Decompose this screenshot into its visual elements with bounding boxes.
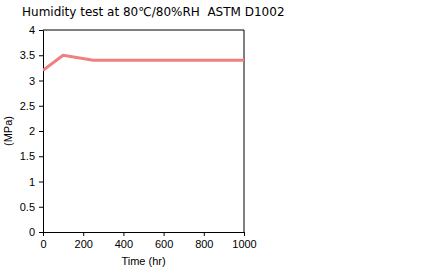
- tick-mark: [39, 81, 43, 82]
- tick-mark: [39, 106, 43, 107]
- tick-label: 0: [29, 226, 35, 238]
- tick-label: 0.5: [20, 201, 35, 213]
- tick-mark: [39, 131, 43, 132]
- tick-label: 600: [155, 238, 173, 250]
- line: [43, 55, 244, 70]
- tick: 4: [29, 24, 43, 36]
- tick: 0.5: [20, 201, 43, 213]
- tick: 400: [115, 232, 133, 250]
- frame: [43, 30, 244, 31]
- tick-label: 3.5: [20, 49, 35, 61]
- title: Humidity test at 80℃/80%RH ASTM D1002: [22, 5, 285, 19]
- y-axis: 0 0.5 1 1.5 2 2.5 3 3.5 4: [20, 24, 44, 238]
- tick-mark: [123, 232, 124, 236]
- tick: 3.5: [20, 49, 43, 61]
- tick: 1.5: [20, 150, 43, 162]
- tick-mark: [39, 232, 43, 233]
- tick: 0: [40, 232, 46, 250]
- marks: [43, 55, 244, 70]
- tick-label: 2: [29, 125, 35, 137]
- tick-label: 1000: [232, 238, 256, 250]
- tick: 1: [29, 176, 43, 188]
- tick-mark: [204, 232, 205, 236]
- tick-label: 400: [115, 238, 133, 250]
- tick-label: 3: [29, 75, 35, 87]
- tick-mark: [83, 232, 84, 236]
- tick-mark: [164, 232, 165, 236]
- axis-line: [39, 31, 44, 233]
- tick: 600: [155, 232, 173, 250]
- tick-label: 4: [29, 24, 35, 36]
- tick: 2.5: [20, 100, 43, 112]
- tick-label: 800: [195, 238, 213, 250]
- chart: 0 200 400 600 800 1000 0 0.5 1 1.5 2 2.5 3 3.5 4 Humidi…: [0, 0, 430, 274]
- tick-label: 1: [29, 176, 35, 188]
- tick-mark: [39, 156, 43, 157]
- tick-label: 200: [75, 238, 93, 250]
- tick-label: 0: [40, 238, 46, 250]
- tick-label: 2.5: [20, 100, 35, 112]
- tick: 800: [195, 232, 213, 250]
- plot: 0 200 400 600 800 1000 0 0.5 1 1.5 2 2.5 3 3.5 4: [20, 24, 257, 250]
- tick-mark: [244, 232, 245, 236]
- x-axis: 0 200 400 600 800 1000: [40, 232, 256, 250]
- x-axis-title: Time (hr): [121, 255, 165, 267]
- tick-label: 1.5: [20, 150, 35, 162]
- tick: 200: [75, 232, 93, 250]
- tick: 1000: [232, 232, 256, 250]
- axis-line: [44, 233, 245, 237]
- tick-mark: [39, 207, 43, 208]
- y-axis-title: (MPa): [2, 116, 14, 146]
- tick: 0: [29, 226, 43, 238]
- tick-mark: [39, 30, 43, 31]
- tick: 2: [29, 125, 43, 137]
- tick: 3: [29, 75, 43, 87]
- tick-mark: [39, 55, 43, 56]
- tick-mark: [39, 182, 43, 183]
